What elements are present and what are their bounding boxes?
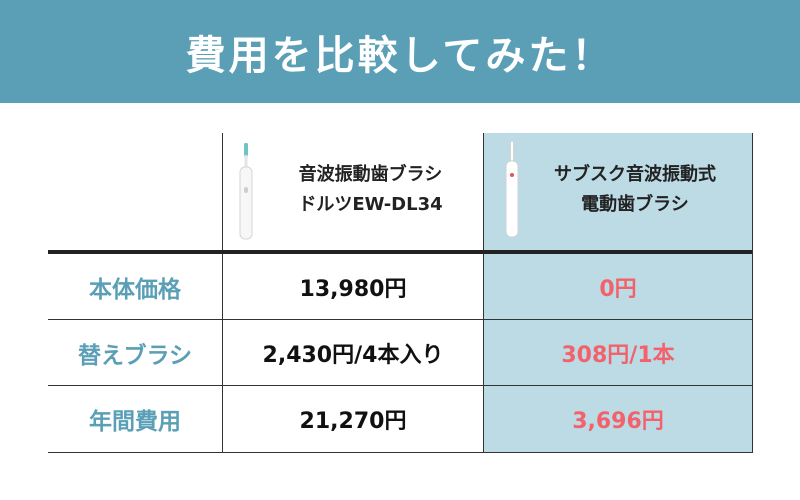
title-banner: 費用を比較してみた！ <box>0 0 800 103</box>
divider <box>222 133 223 453</box>
column-header-subscription: サブスク音波振動式 電動歯ブラシ <box>524 160 746 220</box>
table-cell: 13,980円 <box>299 276 407 302</box>
header-divider <box>48 250 752 254</box>
table-cell: 21,270円 <box>299 409 407 434</box>
row-label-replacement-brush: 替えブラシ <box>77 342 193 369</box>
divider <box>48 452 752 453</box>
highlight-column <box>483 133 752 453</box>
toothbrush-icon <box>501 140 523 243</box>
divider <box>48 385 752 386</box>
table-cell: 0円 <box>599 276 637 302</box>
table-cell: 2,430円/4本入り <box>262 342 444 368</box>
column-header-line: ドルツEW-DL34 <box>298 194 443 215</box>
row-label-annual-cost: 年間費用 <box>89 409 181 435</box>
table-cell: 308円/1本 <box>561 342 675 368</box>
table-cell: 3,696円 <box>572 409 664 434</box>
banner-title: 費用を比較してみた！ <box>185 32 615 79</box>
toothbrush-icon <box>235 143 257 245</box>
row-label-body-price: 本体価格 <box>89 276 181 303</box>
divider <box>48 319 752 320</box>
divider <box>483 133 484 453</box>
divider <box>752 133 753 453</box>
column-header-line: 音波振動歯ブラシ <box>298 164 443 185</box>
column-header-doltz: 音波振動歯ブラシ ドルツEW-DL34 <box>268 160 473 220</box>
column-header-line: サブスク音波振動式 <box>554 164 716 185</box>
column-header-line: 電動歯ブラシ <box>581 194 689 215</box>
